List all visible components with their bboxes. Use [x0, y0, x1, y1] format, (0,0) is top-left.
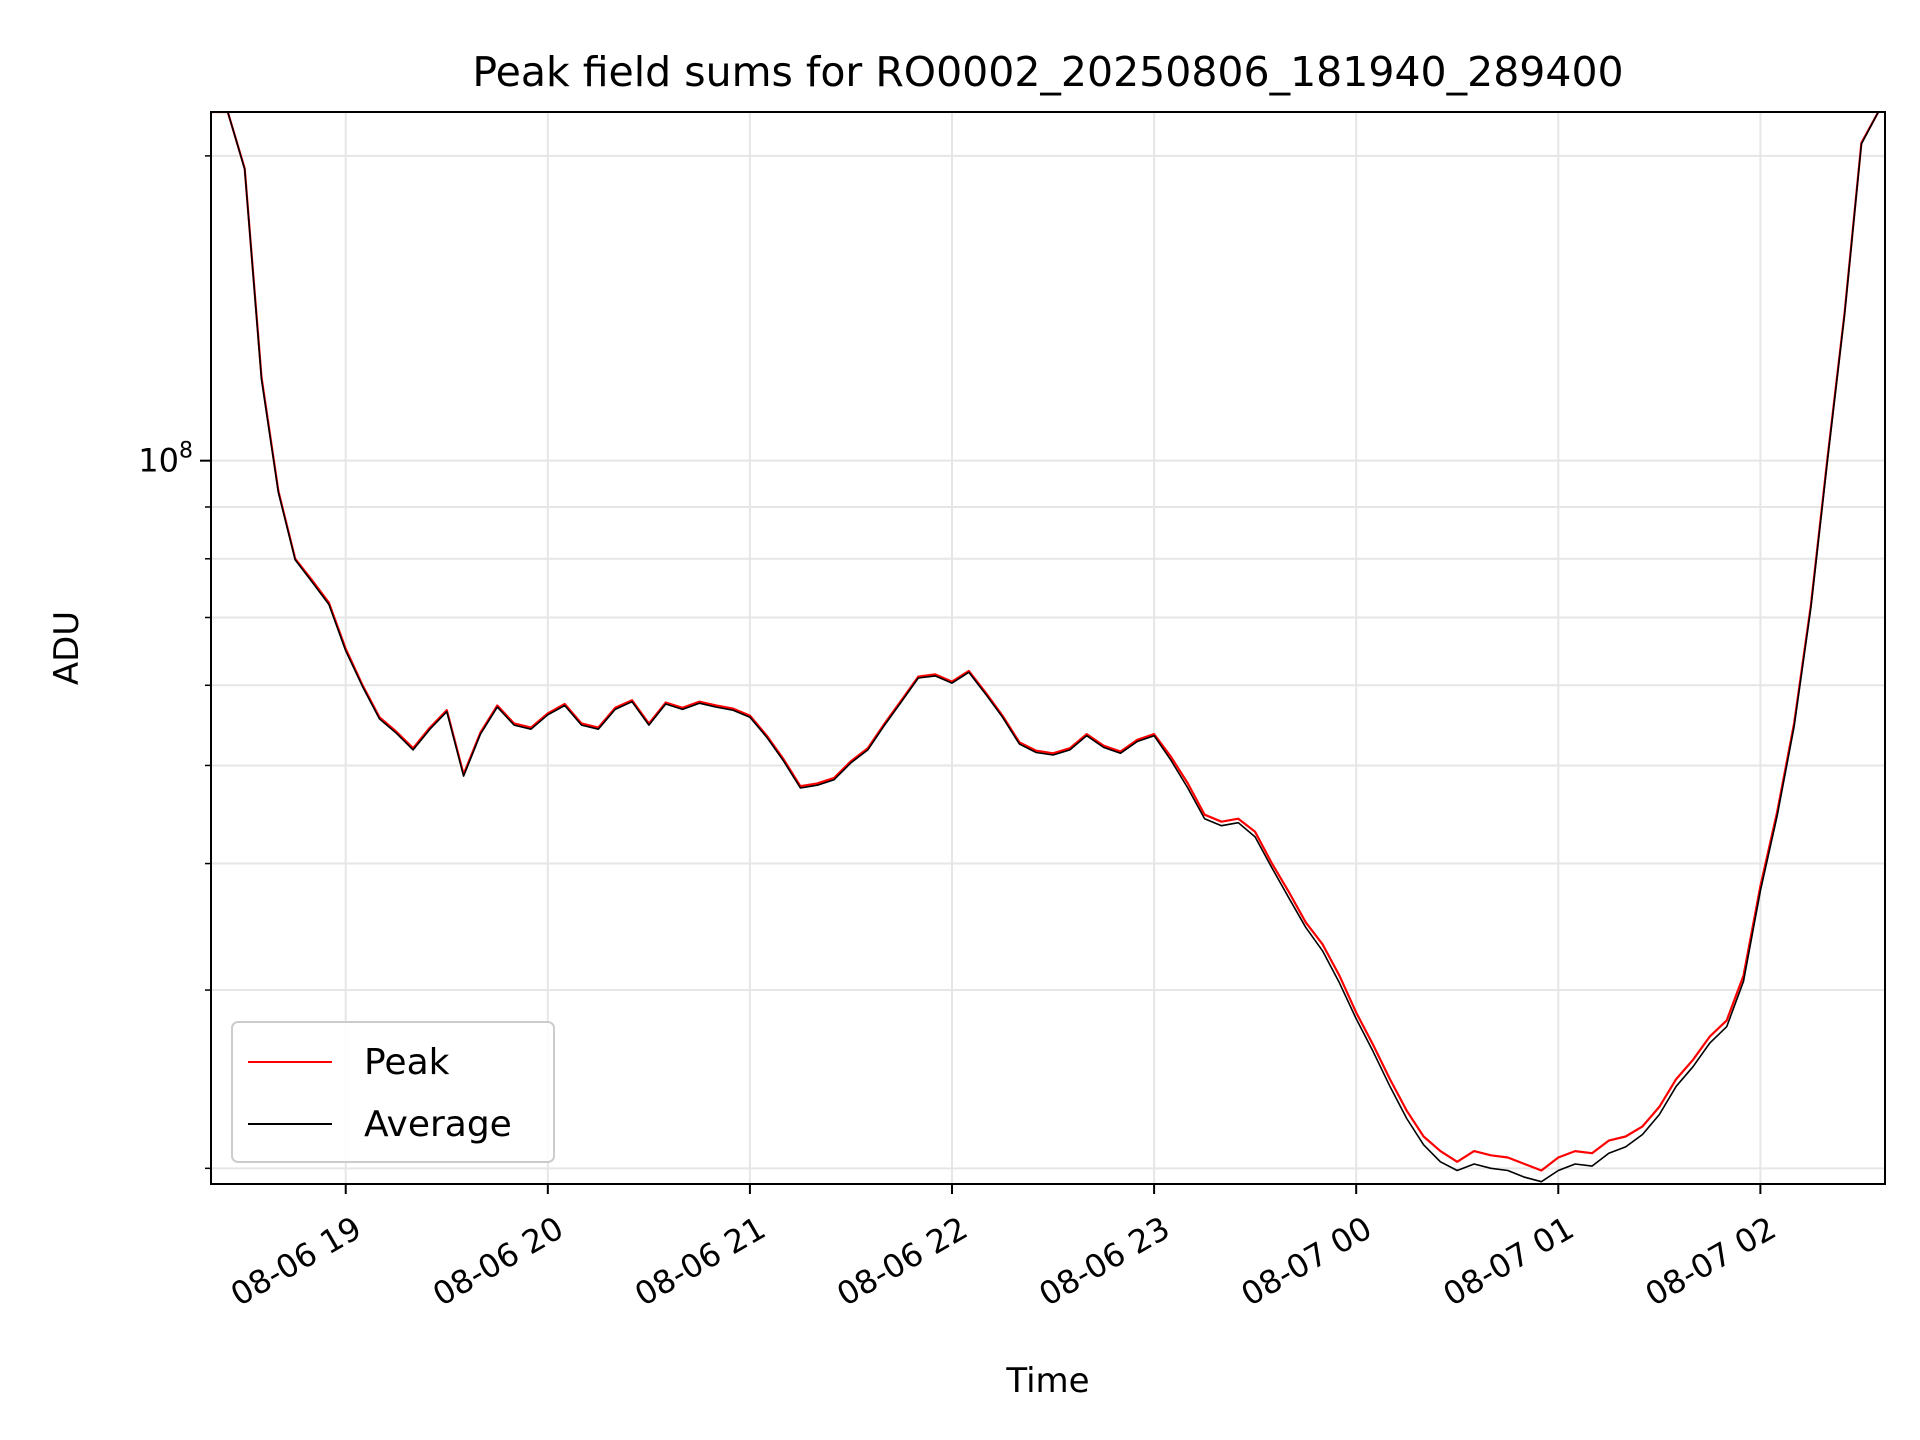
- plot-frame: [210, 111, 1886, 1185]
- series-layer: [211, 112, 1880, 1183]
- y-tick-label: 108: [138, 439, 193, 480]
- legend-box: [231, 1021, 555, 1163]
- y-axis-label: ADU: [47, 611, 87, 685]
- legend: Peak Average: [231, 1021, 555, 1163]
- series-line-average: [211, 112, 1880, 1183]
- y-tick-base: 10: [138, 442, 179, 480]
- legend-label-average: Average: [364, 1104, 512, 1145]
- y-tick-exponent: 8: [179, 439, 193, 464]
- chart-title: Peak field sums for RO0002_20250806_1819…: [472, 48, 1623, 96]
- legend-label-peak: Peak: [364, 1042, 450, 1083]
- x-axis-label: Time: [1005, 1361, 1089, 1401]
- series-line-peak: [211, 112, 1880, 1172]
- grid-layer: [211, 112, 1885, 1184]
